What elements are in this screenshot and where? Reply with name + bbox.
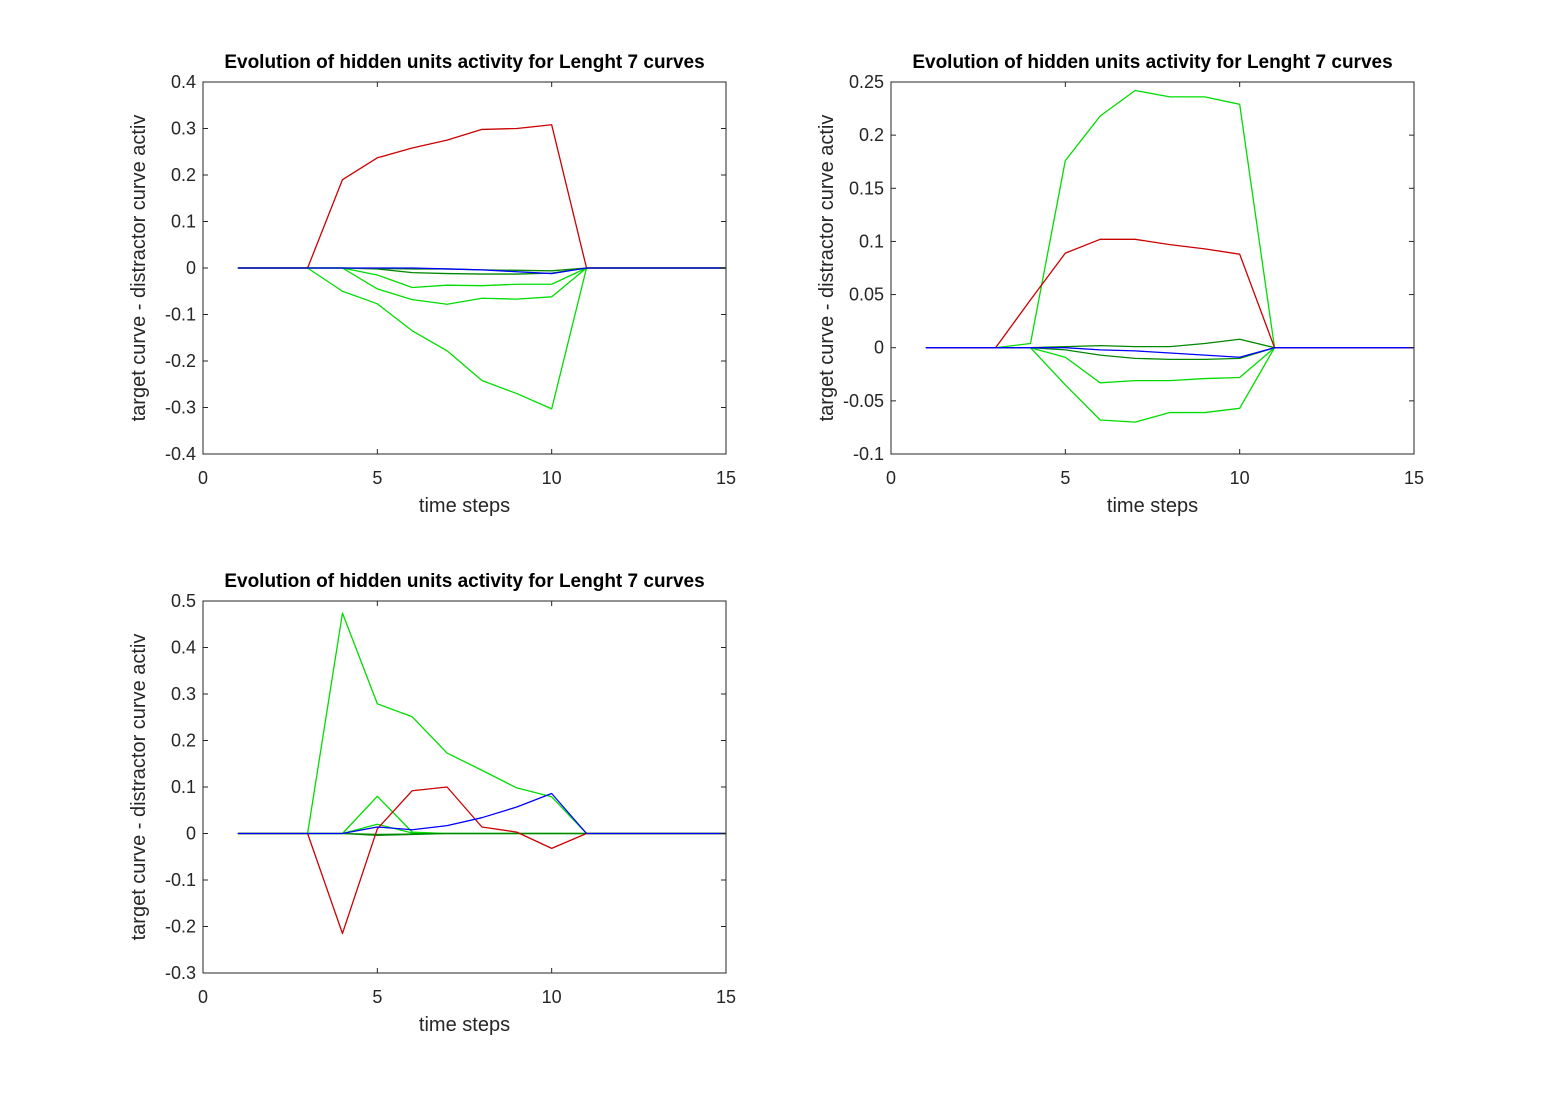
x-tick-label: 10 xyxy=(542,468,562,488)
chart-title: Evolution of hidden units activity for L… xyxy=(224,52,704,73)
y-tick-label: 0.2 xyxy=(859,125,884,145)
y-tick-label: -0.2 xyxy=(165,917,196,937)
y-tick-label: 0 xyxy=(186,258,196,278)
y-tick-label: 0.25 xyxy=(849,72,884,92)
x-tick-label: 5 xyxy=(1060,468,1070,488)
y-tick-label: 0.15 xyxy=(849,178,884,198)
y-tick-label: 0.2 xyxy=(171,165,196,185)
series-line-7 xyxy=(237,267,726,275)
y-tick-label: -0.3 xyxy=(165,398,196,418)
x-axis-label: time steps xyxy=(1107,495,1198,517)
y-tick-label: 0.1 xyxy=(171,777,196,797)
y-tick-label: 0.1 xyxy=(859,231,884,251)
y-tick-label: 0.2 xyxy=(171,731,196,751)
plot-area xyxy=(202,600,727,974)
x-tick-label: 15 xyxy=(716,987,736,1007)
series-line-7 xyxy=(925,347,1414,358)
y-tick-label: -0.05 xyxy=(843,391,884,411)
x-tick-label: 15 xyxy=(1404,468,1424,488)
y-tick-label: 0.4 xyxy=(171,638,196,658)
x-axis-label: time steps xyxy=(419,495,510,517)
y-tick-label: 0.1 xyxy=(171,212,196,232)
x-tick-label: 0 xyxy=(886,468,896,488)
y-tick-label: -0.4 xyxy=(165,444,196,464)
y-tick-label: 0.5 xyxy=(171,591,196,611)
y-axis-label: target curve - distractor curve activ xyxy=(128,115,150,422)
y-tick-label: 0 xyxy=(186,824,196,844)
y-tick-label: 0 xyxy=(874,338,884,358)
chart-3: 0 5 10 15 -0.3 -0.2 -0.1 0 0.1 0.2 0.3 0.4 0.5 Evolut… xyxy=(128,571,736,1036)
y-tick-label: -0.1 xyxy=(165,870,196,890)
x-tick-label: 10 xyxy=(542,987,562,1007)
x-tick-label: 5 xyxy=(372,468,382,488)
x-tick-label: 10 xyxy=(1230,468,1250,488)
y-tick-label: 0.05 xyxy=(849,285,884,305)
y-axis-label: target curve - distractor curve activ xyxy=(128,634,150,941)
y-tick-label: -0.1 xyxy=(853,444,884,464)
x-tick-label: 0 xyxy=(198,987,208,1007)
y-tick-label: 0.4 xyxy=(171,72,196,92)
series-line-7 xyxy=(237,792,726,835)
y-axis-label: target curve - distractor curve activ xyxy=(816,115,838,422)
x-axis-label: time steps xyxy=(419,1014,510,1036)
chart-title: Evolution of hidden units activity for L… xyxy=(224,571,704,592)
x-tick-label: 0 xyxy=(198,468,208,488)
y-tick-label: -0.3 xyxy=(165,963,196,983)
y-tick-label: -0.1 xyxy=(165,305,196,325)
chart-1: 0 5 10 15 -0.4 -0.3 -0.2 -0.1 0 0.1 0.2 0.3 0.4 Evolu… xyxy=(128,52,736,517)
y-tick-label: -0.2 xyxy=(165,351,196,371)
x-tick-label: 15 xyxy=(716,468,736,488)
chart-2: 0 5 10 15 -0.1 -0.05 0 0.05 0.1 0.15 0.2 0.25 Evolut… xyxy=(816,52,1424,517)
y-tick-label: 0.3 xyxy=(171,684,196,704)
plot-area xyxy=(890,81,1415,455)
y-tick-label: 0.3 xyxy=(171,119,196,139)
chart-title: Evolution of hidden units activity for L… xyxy=(912,52,1392,73)
x-tick-label: 5 xyxy=(372,987,382,1007)
